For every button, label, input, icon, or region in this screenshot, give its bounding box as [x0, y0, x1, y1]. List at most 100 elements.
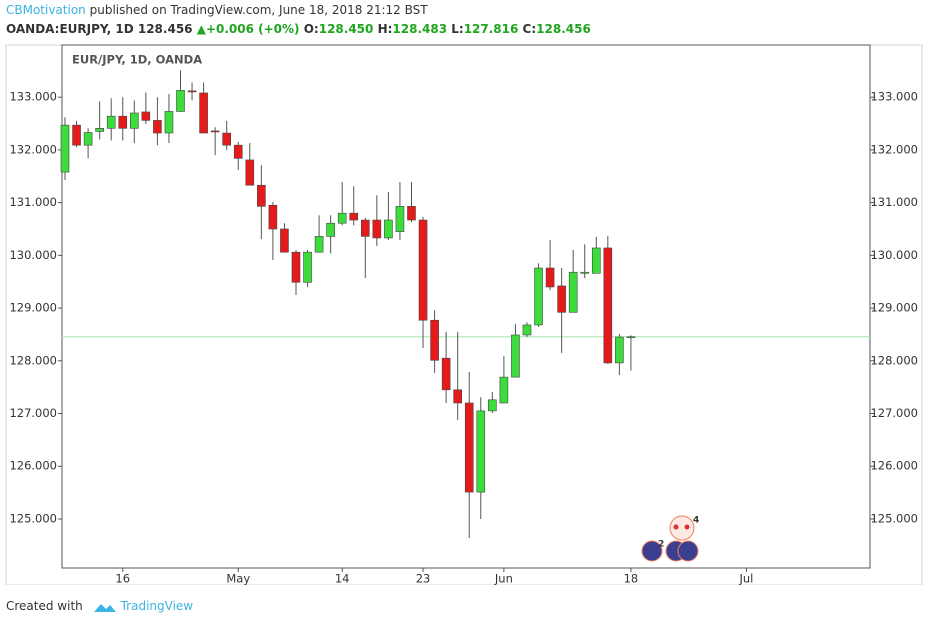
candle-body: [106, 115, 116, 129]
chart: EUR/JPY, 1D, OANDA 4 2 125.000 125.000 126…: [5, 44, 923, 585]
y-tick-label: 133.000: [870, 90, 918, 104]
close: 128.456: [536, 22, 591, 36]
x-tick-label: 18: [624, 572, 639, 586]
candle-body: [557, 285, 566, 313]
low-label: L:: [451, 22, 464, 36]
quote-line: OANDA:EURJPY, 1D 128.456 ▲+0.006 (+0%) O…: [6, 22, 591, 36]
candle-body: [268, 204, 278, 230]
candle-body: [291, 251, 301, 283]
y-tick-label: 126.000: [870, 459, 918, 473]
candle-body: [245, 159, 255, 186]
candle-body: [626, 336, 636, 339]
y-tick-label: 125.000: [9, 511, 57, 525]
candle-body: [141, 111, 151, 121]
candle-body: [407, 206, 416, 221]
y-tick-label: 133.000: [9, 90, 57, 104]
events: 4 2 125.000 125.000 126.000 126.000 127.000 1…: [9, 70, 918, 585]
symbol: OANDA:EURJPY, 1D: [6, 22, 134, 36]
event-icon[interactable]: [669, 515, 695, 541]
y-tick-label: 129.000: [870, 301, 918, 315]
y-tick-label: 127.000: [870, 406, 918, 420]
candle-body: [603, 247, 613, 364]
x-tick-label: Jul: [738, 572, 753, 586]
event-icon[interactable]: [677, 540, 699, 562]
y-tick-label: 125.000: [870, 511, 918, 525]
chart-label: EUR/JPY, 1D, OANDA: [72, 53, 202, 67]
y-tick-label: 127.000: [9, 406, 57, 420]
open: 128.450: [318, 22, 374, 36]
created-with: Created with: [6, 599, 83, 613]
candle-body: [326, 222, 335, 237]
candle-body: [314, 236, 324, 253]
y-tick-label: 129.000: [9, 301, 57, 315]
event-dot: [673, 524, 679, 530]
x-tick-label: 23: [416, 572, 431, 586]
candle-body: [129, 112, 139, 129]
candle-body: [164, 111, 174, 134]
logo-shape: [93, 603, 116, 612]
y-tick-label: 126.000: [9, 459, 57, 473]
candle-body: [441, 357, 451, 391]
low: 127.816: [463, 22, 519, 36]
candle-body: [395, 206, 405, 232]
candle-body: [349, 212, 359, 221]
publish-line: CBMotivation published on TradingView.co…: [6, 3, 428, 17]
y-tick-label: 130.000: [870, 248, 918, 262]
logo: [93, 603, 116, 612]
candle-body: [372, 219, 382, 239]
y-tick-label: 128.000: [870, 353, 918, 367]
candle-body: [545, 267, 555, 288]
close-label: C:: [522, 22, 537, 36]
candle-body: [360, 219, 370, 237]
candle-body: [187, 90, 197, 93]
candle-body: [303, 251, 312, 283]
candle-body: [222, 132, 231, 146]
y-tick-label: 128.000: [9, 353, 57, 367]
candle-body: [615, 336, 624, 364]
candle-body: [453, 389, 462, 404]
candle-body: [118, 115, 128, 129]
published: published on TradingView.com, June 18, 2…: [85, 3, 428, 17]
candle-body: [233, 144, 243, 159]
author[interactable]: CBMotivation: [6, 3, 86, 17]
candle-body: [591, 247, 601, 274]
candle-body: [257, 184, 266, 207]
candle-body: [199, 92, 208, 134]
brand[interactable]: TradingView: [120, 599, 194, 613]
candle-body: [511, 334, 520, 378]
x-tick-label: 16: [115, 572, 130, 586]
footer: Created with TradingView: [6, 599, 193, 614]
candle-body: [176, 90, 185, 112]
candle-body: [210, 130, 220, 133]
high-label: H:: [377, 22, 393, 36]
candle-body: [83, 132, 93, 146]
event-icon[interactable]: [641, 540, 663, 562]
y-tick-label: 131.000: [870, 195, 918, 209]
open-label: O:: [303, 22, 319, 36]
candle-body: [488, 399, 497, 412]
y-tick-label: 132.000: [870, 142, 918, 156]
y-tick-label: 132.000: [9, 142, 57, 156]
event-dot: [684, 524, 690, 530]
candle-body: [499, 376, 509, 404]
candle-body: [384, 219, 393, 239]
y-tick-label: 131.000: [9, 195, 57, 209]
candle-body: [464, 402, 474, 493]
event-count: 2: [658, 540, 664, 550]
candle-body: [580, 271, 590, 274]
change: +0.006 (+0%): [205, 22, 300, 36]
candle-body: [72, 124, 81, 146]
y-tick-label: 130.000: [9, 248, 57, 262]
event-count: 4: [693, 516, 699, 526]
last-price: 128.456: [137, 22, 193, 36]
candle-body: [337, 212, 347, 224]
candle-body: [95, 128, 104, 132]
x-tick-label: May: [226, 572, 250, 586]
candle-body: [280, 228, 289, 253]
high: 128.483: [392, 22, 448, 36]
candle-body: [418, 219, 428, 321]
x-tick-label: 14: [335, 572, 350, 586]
candle-body: [60, 124, 70, 173]
candle-body: [430, 319, 439, 361]
